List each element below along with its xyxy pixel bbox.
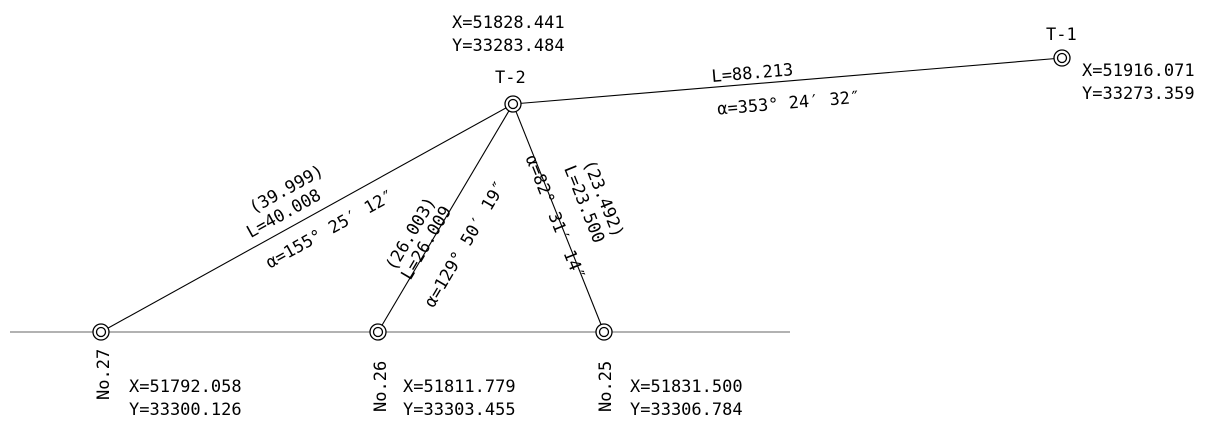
t2-y-coordinate: Y=33283.484	[452, 36, 565, 56]
no27-y-coordinate: Y=33300.126	[129, 400, 242, 420]
no27-name: No.27	[94, 349, 114, 400]
line-t2-no26	[377, 103, 514, 333]
t1-name: T-1	[1046, 25, 1077, 45]
line-t2-no25	[512, 103, 605, 333]
t2-t1-length: L=88.213	[711, 60, 794, 87]
no25-name: No.25	[596, 361, 616, 412]
no25-y-coordinate: Y=33306.784	[630, 400, 743, 420]
no25-x-coordinate: X=51831.500	[630, 377, 743, 397]
t1-x-coordinate: X=51916.071	[1082, 61, 1195, 81]
no26-name: No.26	[371, 361, 391, 412]
point-marker-t1	[1053, 49, 1071, 67]
no26-y-coordinate: Y=33303.455	[403, 400, 516, 420]
point-marker-t2	[504, 95, 522, 113]
point-marker-no26	[369, 323, 387, 341]
t2-name: T-2	[495, 68, 526, 88]
t2-x-coordinate: X=51828.441	[452, 13, 565, 33]
line-t2-t1	[512, 57, 1063, 105]
no27-x-coordinate: X=51792.058	[129, 377, 242, 397]
t2-t1-azimuth: α=353° 24′ 32″	[716, 88, 860, 120]
t1-y-coordinate: Y=33273.359	[1082, 84, 1195, 104]
point-marker-no25	[595, 323, 613, 341]
line-t2-no27	[100, 103, 514, 333]
point-marker-no27	[92, 323, 110, 341]
no26-x-coordinate: X=51811.779	[403, 377, 516, 397]
